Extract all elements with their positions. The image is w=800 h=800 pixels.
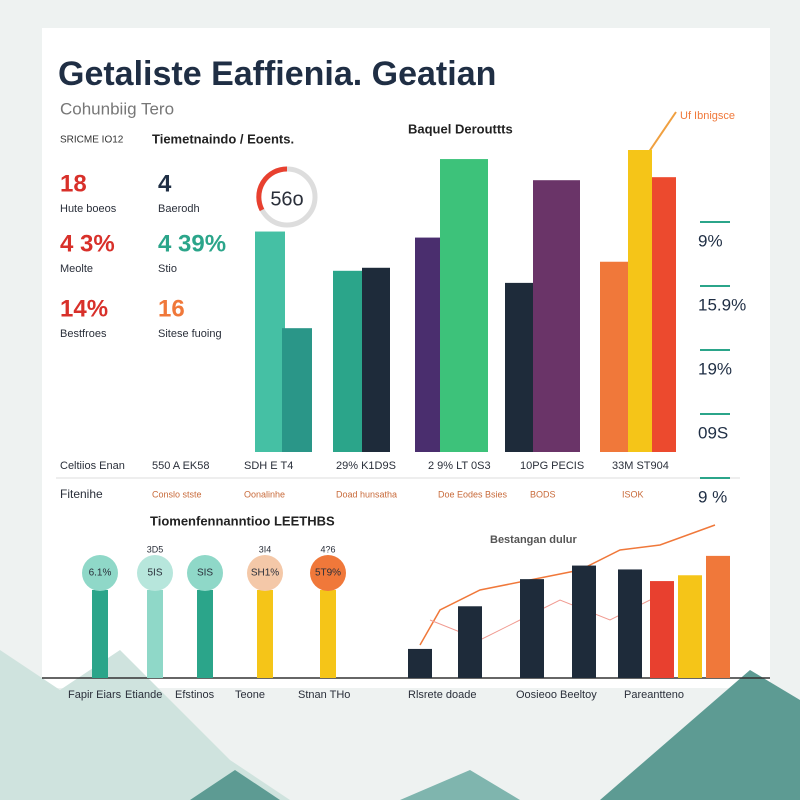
lollipop-label: Efstinos (175, 689, 215, 701)
title: Getaliste Eaffienia. Geatian (58, 55, 496, 93)
top-label: 3I4 (259, 544, 272, 554)
category-label: Celtiios Enan (60, 460, 125, 472)
top-label: 4?6 (320, 544, 335, 554)
stat-value: 4 (158, 170, 172, 197)
stat-label: Sitese fuoing (158, 328, 222, 340)
row-label: Doe Eodes Bsies (438, 489, 508, 499)
lollipop-label: Stnan THo (298, 689, 350, 701)
stat-value: 16 (158, 295, 185, 322)
bar (415, 237, 440, 452)
stem (320, 590, 336, 678)
stat-label: Hute boeos (60, 203, 117, 215)
gauge-label: 56o (270, 188, 303, 210)
category-label: 550 A EK58 (152, 460, 210, 472)
bar (678, 575, 702, 678)
dot (187, 555, 223, 591)
row-label: BODS (530, 489, 556, 499)
bar (628, 150, 652, 452)
stat-value: 4 39% (158, 230, 226, 257)
bar (408, 648, 432, 678)
caption: Tiemetnaindo / Eoents. (152, 131, 294, 146)
stat-label: Baerodh (158, 203, 200, 215)
right-stat: 9 % (698, 487, 727, 506)
dot-label: 6.1% (89, 568, 112, 579)
category-label: 10PG PECIS (520, 460, 584, 472)
bar (572, 565, 596, 678)
bottom-label: Rlsrete doade (408, 689, 477, 701)
dot (82, 555, 118, 591)
bar (440, 159, 488, 452)
callout: Uf Ibnigsce (680, 110, 735, 122)
mountain (190, 770, 280, 800)
dot (247, 555, 283, 591)
right-stat: 09S (698, 423, 728, 442)
stem (257, 590, 273, 678)
dot-label: SIS (197, 568, 213, 579)
stat-value: 18 (60, 170, 87, 197)
bar (333, 270, 362, 452)
bar (650, 581, 674, 678)
stat-value: 14% (60, 295, 108, 322)
bar (255, 231, 285, 452)
row-label: Doad hunsatha (336, 489, 397, 499)
category-label: 2 9% LT 0S3 (428, 460, 491, 472)
top-label: 3D5 (147, 544, 164, 554)
bar (652, 177, 676, 452)
category-label: 33M ST904 (612, 460, 669, 472)
right-stat: 15.9% (698, 295, 746, 314)
stat-label: Stio (158, 263, 177, 275)
category-label: SDH E T4 (244, 460, 293, 472)
right-stat: 19% (698, 359, 732, 378)
dot (137, 555, 173, 591)
bar (458, 606, 482, 678)
dot-label: 5T9% (315, 568, 341, 579)
bar (520, 579, 544, 678)
lollipop-label: Teone (235, 689, 265, 701)
bottom-label: Oosieoo Beeltoy (516, 689, 597, 701)
bar (505, 282, 533, 452)
row-label: ISOK (622, 489, 644, 499)
row-label: Fitenihe (60, 487, 103, 501)
bar (533, 180, 580, 452)
bar (362, 267, 390, 452)
bar (706, 555, 730, 678)
chart-title: Baquel Derouttts (408, 121, 513, 136)
stem (197, 590, 213, 678)
lollipop-label: Fapir Eiars (68, 689, 122, 701)
dot-label: 5IS (147, 568, 162, 579)
bar (282, 328, 312, 452)
mountain (400, 770, 520, 800)
trend-line (419, 524, 716, 646)
subtitle: Cohunbiig Tero (60, 99, 174, 118)
right-stat: 9% (698, 231, 723, 250)
chart-title: Bestangan dulur (490, 534, 578, 546)
dot (310, 555, 346, 591)
section-title: Tiomenfennanntioo LEETHBS (150, 513, 335, 528)
mountain (0, 650, 290, 800)
category-label: 29% K1D9S (336, 460, 396, 472)
bar (600, 261, 628, 452)
lollipop-label: Etiande (125, 689, 162, 701)
row-label: Oonalinhe (244, 489, 285, 499)
stat-label: Meolte (60, 263, 93, 275)
stat-label: Bestfroes (60, 328, 107, 340)
stem (92, 590, 108, 678)
caption: SRICME IO12 (60, 135, 124, 146)
bar (618, 569, 642, 678)
stat-value: 4 3% (60, 230, 115, 257)
bottom-label: Pareantteno (624, 689, 684, 701)
mountain (600, 670, 800, 800)
stem (147, 590, 163, 678)
dot-label: SH1% (251, 568, 279, 579)
gauge-arc (256, 166, 288, 212)
row-label: Conslo stste (152, 489, 202, 499)
